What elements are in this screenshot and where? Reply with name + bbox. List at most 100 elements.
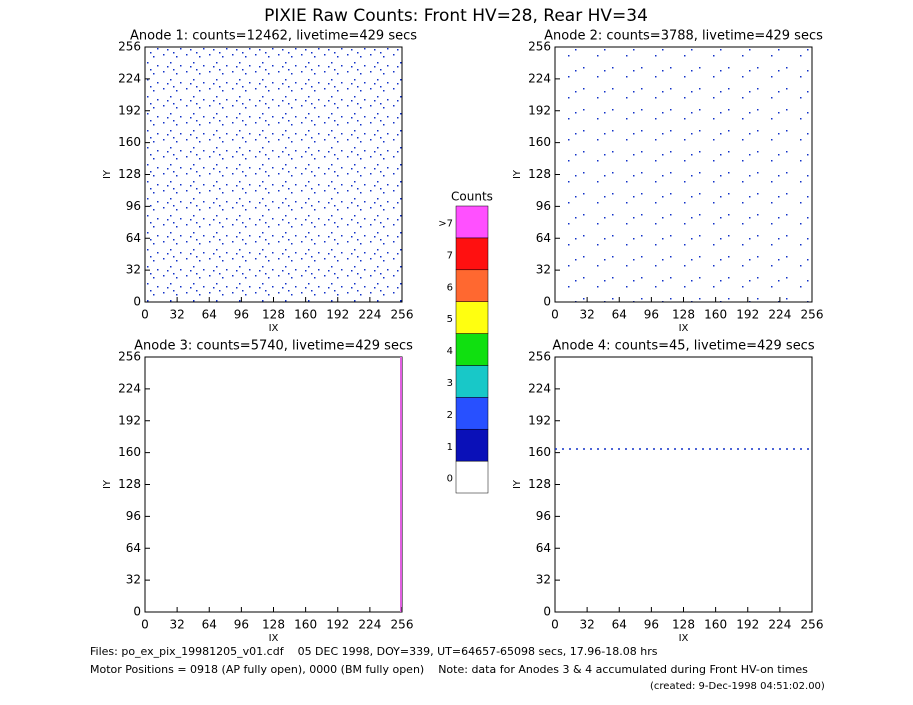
x-tick-label: 96 (234, 618, 249, 632)
x-tick-label: 96 (234, 308, 249, 322)
y-tick-label: 224 (528, 381, 551, 395)
y-tick-label: 192 (118, 413, 141, 427)
x-tick-label: 128 (672, 308, 695, 322)
panel-title: Anode 4: counts=45, livetime=429 secs (552, 339, 814, 354)
y-tick-label: 32 (126, 573, 141, 587)
y-tick-label: 96 (126, 199, 141, 213)
x-tick-label: 64 (202, 618, 217, 632)
colorbar-label: 3 (447, 378, 453, 389)
y-tick-label: 96 (536, 509, 551, 523)
y-tick-label: 64 (126, 231, 141, 245)
colorbar-label: 0 (447, 474, 453, 485)
x-tick-label: 256 (391, 308, 414, 322)
y-tick-label: 32 (536, 263, 551, 277)
colorbar-swatch (455, 428, 489, 462)
footer-motor: Motor Positions = 0918 (AP fully open), … (90, 663, 808, 676)
y-tick-label: 224 (528, 71, 551, 85)
y-tick-label: 160 (118, 445, 141, 459)
edge-hits (400, 357, 402, 612)
panel-title: Anode 1: counts=12462, livetime=429 secs (130, 29, 417, 44)
x-tick-label: 0 (141, 308, 149, 322)
x-tick-label: 96 (644, 308, 659, 322)
colorbar-label: 1 (447, 442, 453, 453)
page-title: PIXIE Raw Counts: Front HV=28, Rear HV=3… (264, 6, 648, 26)
colorbar-swatch (455, 460, 489, 494)
y-tick-label: 64 (536, 541, 551, 555)
x-tick-label: 0 (551, 308, 559, 322)
x-tick-label: 0 (551, 618, 559, 632)
panel-title: Anode 2: counts=3788, livetime=429 secs (544, 29, 823, 44)
colorbar-swatch (455, 205, 489, 239)
x-tick-label: 256 (391, 618, 414, 632)
x-tick-label: 64 (612, 618, 627, 632)
x-tick-label: 160 (294, 308, 317, 322)
colorbar-swatch (455, 237, 489, 271)
x-tick-label: 192 (326, 618, 349, 632)
y-tick-label: 224 (118, 71, 141, 85)
y-tick-label: 256 (528, 350, 551, 364)
y-axis-label: IY (512, 479, 523, 489)
plot-area (144, 46, 403, 303)
x-tick-label: 160 (294, 618, 317, 632)
x-tick-label: 224 (768, 308, 791, 322)
x-axis-label: IX (269, 323, 279, 334)
colorbar-label: 5 (447, 314, 453, 325)
y-tick-label: 224 (118, 381, 141, 395)
x-tick-label: 224 (768, 618, 791, 632)
x-tick-label: 192 (736, 308, 759, 322)
plot-area (554, 46, 813, 303)
x-tick-label: 32 (579, 308, 594, 322)
x-tick-label: 32 (169, 618, 184, 632)
x-tick-label: 160 (704, 308, 727, 322)
y-tick-label: 96 (126, 509, 141, 523)
y-tick-label: 256 (528, 40, 551, 54)
y-tick-label: 160 (118, 135, 141, 149)
footer-files: Files: po_ex_pix_19981205_v01.cdf 05 DEC… (90, 645, 658, 658)
y-tick-label: 192 (528, 413, 551, 427)
y-tick-label: 128 (528, 167, 551, 181)
y-tick-label: 0 (543, 295, 551, 309)
x-tick-label: 160 (704, 618, 727, 632)
x-tick-label: 64 (202, 308, 217, 322)
y-tick-label: 192 (528, 103, 551, 117)
y-tick-label: 128 (118, 167, 141, 181)
y-tick-label: 0 (543, 605, 551, 619)
colorbar-title: Counts (451, 190, 493, 204)
x-axis-label: IX (679, 323, 689, 334)
y-axis-label: IY (102, 479, 113, 489)
x-axis-label: IX (269, 633, 279, 644)
y-axis-label: IY (102, 169, 113, 179)
footer-created: (created: 9-Dec-1998 04:51:02.00) (650, 681, 825, 692)
y-tick-label: 128 (118, 477, 141, 491)
colorbar-swatch (455, 269, 489, 302)
y-tick-label: 0 (133, 295, 141, 309)
x-tick-label: 64 (612, 308, 627, 322)
y-tick-label: 32 (536, 573, 551, 587)
x-tick-label: 0 (141, 618, 149, 632)
y-tick-label: 64 (536, 231, 551, 245)
x-tick-label: 128 (262, 618, 285, 632)
y-tick-label: 160 (528, 445, 551, 459)
colorbar-swatch (455, 365, 489, 398)
panel-title: Anode 3: counts=5740, livetime=429 secs (134, 339, 413, 354)
colorbar-label: 7 (447, 250, 453, 261)
x-tick-label: 32 (169, 308, 184, 322)
plot-area (144, 356, 403, 613)
y-tick-label: 96 (536, 199, 551, 213)
colorbar-label: >7 (438, 219, 453, 230)
x-tick-label: 224 (358, 618, 381, 632)
y-axis-label: IY (512, 169, 523, 179)
x-tick-label: 32 (579, 618, 594, 632)
x-tick-label: 128 (262, 308, 285, 322)
y-tick-label: 32 (126, 263, 141, 277)
y-tick-label: 256 (118, 40, 141, 54)
x-tick-label: 96 (644, 618, 659, 632)
plot-area (554, 356, 813, 613)
colorbar-swatch (455, 301, 489, 334)
y-tick-label: 256 (118, 350, 141, 364)
x-tick-label: 224 (358, 308, 381, 322)
x-tick-label: 192 (736, 618, 759, 632)
colorbar-label: 2 (447, 410, 453, 421)
x-tick-label: 128 (672, 618, 695, 632)
